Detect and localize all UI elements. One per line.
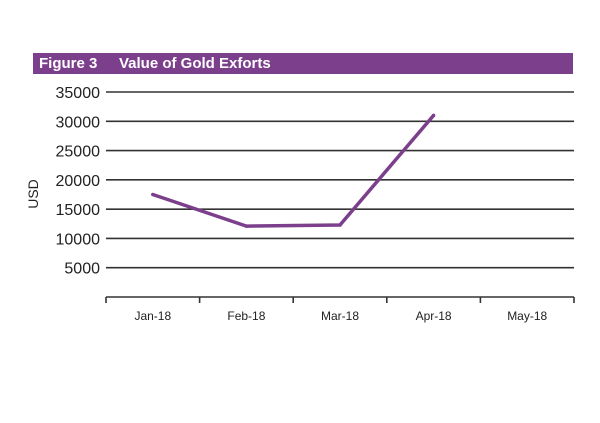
- data-point: [151, 192, 155, 197]
- y-tick-label: 30000: [56, 114, 101, 131]
- y-tick-label: 20000: [56, 173, 101, 190]
- data-point: [431, 113, 436, 118]
- data-point: [244, 224, 249, 228]
- x-tick-label: Jan-18: [134, 309, 171, 323]
- y-tick-label: 35000: [56, 85, 101, 102]
- x-tick-labels: Jan-18 Feb-18 Mar-18 Apr-18 May-18: [134, 309, 547, 323]
- x-tick-label: Mar-18: [321, 309, 359, 323]
- y-tick-label: 25000: [56, 144, 101, 161]
- gridlines: [106, 91, 574, 269]
- x-tick-label: Apr-18: [416, 309, 452, 323]
- y-tick-labels: 5000 10000 15000 20000 25000 30000 35000: [56, 85, 101, 278]
- figure-header: Figure 3 Value of Gold Exforts: [33, 53, 573, 74]
- y-axis-label: USD: [25, 179, 41, 209]
- y-tick-label: 10000: [56, 231, 101, 248]
- x-tick-label: Feb-18: [227, 309, 265, 323]
- x-tick-label: May-18: [507, 309, 547, 323]
- chart-title: Value of Gold Exforts: [119, 55, 271, 72]
- data-point: [338, 223, 342, 227]
- x-axis: [105, 296, 575, 303]
- figure-number: Figure 3: [39, 55, 98, 72]
- y-tick-label: 15000: [56, 202, 101, 219]
- series-lines: [151, 113, 436, 228]
- series-line: [152, 114, 435, 228]
- y-tick-label: 5000: [64, 261, 100, 278]
